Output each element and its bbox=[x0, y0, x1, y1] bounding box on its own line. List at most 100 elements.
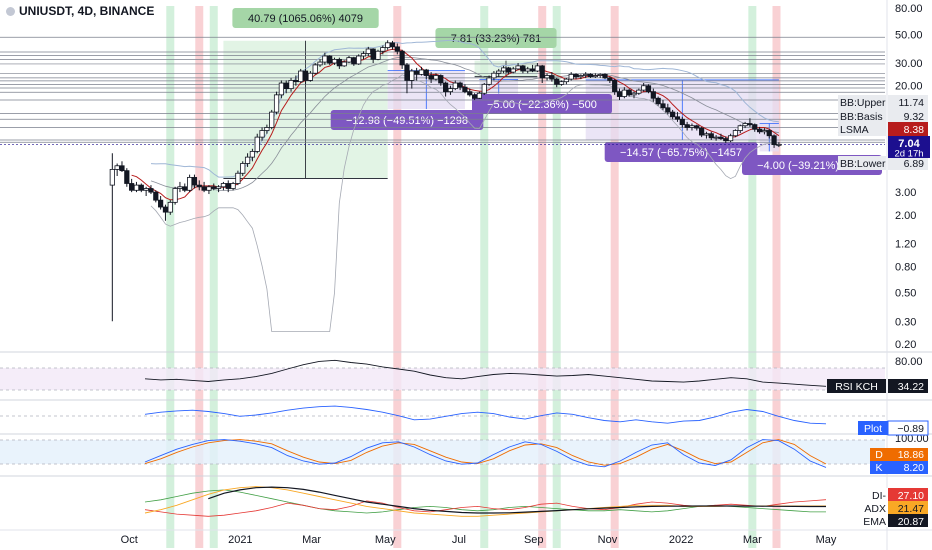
stoch-k-name: K bbox=[875, 462, 882, 474]
price-tick-label: 2.00 bbox=[895, 210, 916, 222]
measure-label: 7.81 (33.23%) 781 bbox=[451, 33, 542, 45]
candle-body bbox=[196, 184, 202, 188]
measure-label-box bbox=[472, 94, 612, 114]
candle-body bbox=[293, 79, 299, 83]
candle-body bbox=[225, 183, 231, 189]
time-tick-label: 2021 bbox=[228, 534, 252, 546]
candle-body bbox=[694, 125, 700, 129]
candle-body bbox=[327, 55, 333, 64]
candle-body bbox=[230, 183, 236, 189]
candle-body bbox=[563, 78, 569, 83]
candle-body bbox=[288, 79, 294, 90]
candle-body bbox=[554, 78, 560, 85]
bb-lower-value: 6.89 bbox=[904, 158, 925, 170]
candle-body bbox=[109, 168, 115, 186]
ema-value-tag bbox=[888, 514, 928, 527]
stoch-d-value-tag bbox=[888, 448, 928, 461]
stoch-tick-label: 100.00 bbox=[895, 433, 929, 445]
candle-body bbox=[529, 68, 536, 72]
candle-body bbox=[631, 92, 637, 96]
candle-body bbox=[708, 133, 714, 139]
candle-body bbox=[138, 184, 144, 191]
candle-body bbox=[713, 136, 719, 139]
price-tick-label: 80.00 bbox=[895, 3, 923, 15]
signal-band-green bbox=[166, 6, 175, 548]
candle-body bbox=[655, 97, 661, 105]
candle-body bbox=[645, 85, 652, 93]
candle-body bbox=[158, 199, 164, 208]
rsi-band bbox=[0, 368, 885, 390]
candle-body bbox=[747, 123, 753, 126]
candle-body bbox=[399, 50, 405, 66]
indicator-value-tag bbox=[888, 109, 928, 123]
stoch-k-name-tag bbox=[870, 461, 888, 474]
candle-body bbox=[167, 201, 173, 213]
candle-body bbox=[283, 82, 289, 90]
candle-body bbox=[462, 86, 468, 93]
candle-body bbox=[249, 151, 256, 158]
measure-label: −12.98 (−49.51%) −1298 bbox=[346, 115, 468, 127]
candle-body bbox=[544, 75, 550, 79]
candle-body bbox=[587, 73, 594, 78]
candle-body bbox=[641, 85, 647, 91]
candle-body bbox=[433, 75, 439, 80]
candle-body bbox=[114, 165, 120, 170]
adx-name: ADX bbox=[864, 503, 886, 515]
candle-body bbox=[491, 72, 497, 79]
candle-body bbox=[636, 89, 642, 94]
candle-body bbox=[689, 125, 695, 128]
candle-body bbox=[133, 184, 140, 191]
candle-body bbox=[438, 75, 444, 84]
candle-body bbox=[394, 46, 400, 52]
plot-value: −0.89 bbox=[897, 423, 924, 435]
measure-label-box bbox=[232, 8, 379, 28]
stoch-k-value-tag bbox=[888, 461, 928, 474]
candle-body bbox=[124, 170, 130, 184]
rsi-value: 34.22 bbox=[898, 381, 924, 393]
price-tick-label: 0.50 bbox=[895, 288, 916, 300]
plot-name: Plot bbox=[864, 423, 882, 435]
candle-body bbox=[573, 73, 579, 78]
signal-band-green bbox=[552, 6, 561, 548]
ema-value: 20.87 bbox=[898, 516, 924, 528]
candle-body bbox=[322, 55, 328, 63]
candle-body bbox=[244, 156, 251, 164]
candle-body bbox=[206, 186, 212, 191]
signal-band-red bbox=[538, 6, 547, 548]
candle-body bbox=[597, 73, 603, 76]
candle-body bbox=[660, 103, 666, 109]
indicator-value-tag bbox=[888, 156, 928, 170]
candle-body bbox=[162, 206, 169, 213]
candle-body bbox=[476, 92, 483, 99]
candle-body bbox=[346, 57, 352, 63]
adx-value: 21.47 bbox=[898, 503, 924, 515]
stoch-d-name-tag bbox=[870, 448, 888, 461]
candle-body bbox=[447, 88, 454, 93]
adx-value-tag bbox=[888, 501, 928, 514]
candle-body bbox=[177, 186, 183, 189]
measure-label-box bbox=[330, 110, 484, 130]
candle-body bbox=[752, 124, 758, 130]
candle-body bbox=[703, 133, 710, 136]
candle-body bbox=[331, 58, 338, 64]
candle-body bbox=[612, 79, 618, 93]
bb-upper-value: 11.74 bbox=[899, 97, 925, 109]
candle-body bbox=[496, 70, 502, 74]
measure-label-box bbox=[604, 142, 758, 162]
candle-body bbox=[776, 143, 782, 146]
di-minus-value: 27.10 bbox=[898, 490, 924, 502]
candle-body bbox=[404, 64, 410, 81]
price-tick-label: 1.20 bbox=[895, 239, 916, 251]
candle-body bbox=[621, 89, 627, 97]
candle-body bbox=[259, 130, 265, 138]
candle-body bbox=[756, 128, 763, 133]
candle-body bbox=[254, 136, 260, 152]
candle-body bbox=[428, 75, 434, 80]
last-price-value: 7.04 bbox=[898, 138, 920, 150]
di-minus-value-tag bbox=[888, 488, 928, 501]
candle-body bbox=[520, 65, 526, 72]
price-tick-label: 0.20 bbox=[895, 339, 916, 351]
candle-body bbox=[665, 107, 671, 113]
candle-body bbox=[235, 172, 241, 184]
